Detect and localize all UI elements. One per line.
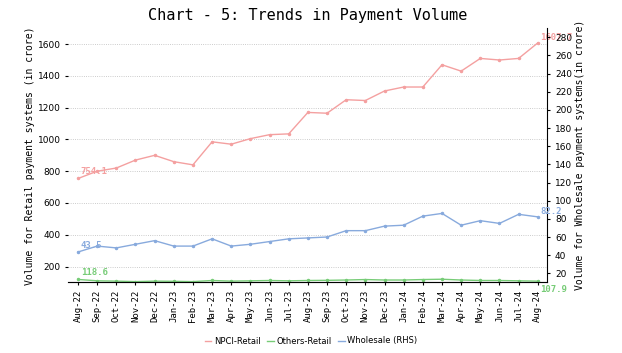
Text: 754.1: 754.1 (81, 167, 108, 176)
Y-axis label: Volume for Wholesale payment systems(in crore): Volume for Wholesale payment systems(in … (575, 20, 585, 291)
Title: Chart - 5: Trends in Payment Volume: Chart - 5: Trends in Payment Volume (148, 8, 468, 23)
Text: 43.5: 43.5 (81, 241, 102, 250)
Text: 107.9: 107.9 (541, 285, 567, 294)
Text: 82.2: 82.2 (541, 207, 562, 216)
Text: 1607.7: 1607.7 (541, 33, 573, 42)
Legend: NPCI-Retail, Others-Retail, Wholesale (RHS): NPCI-Retail, Others-Retail, Wholesale (R… (201, 333, 421, 349)
Y-axis label: Volume for Retail payment systems (in crore): Volume for Retail payment systems (in cr… (25, 26, 35, 285)
Text: 118.6: 118.6 (81, 268, 108, 277)
